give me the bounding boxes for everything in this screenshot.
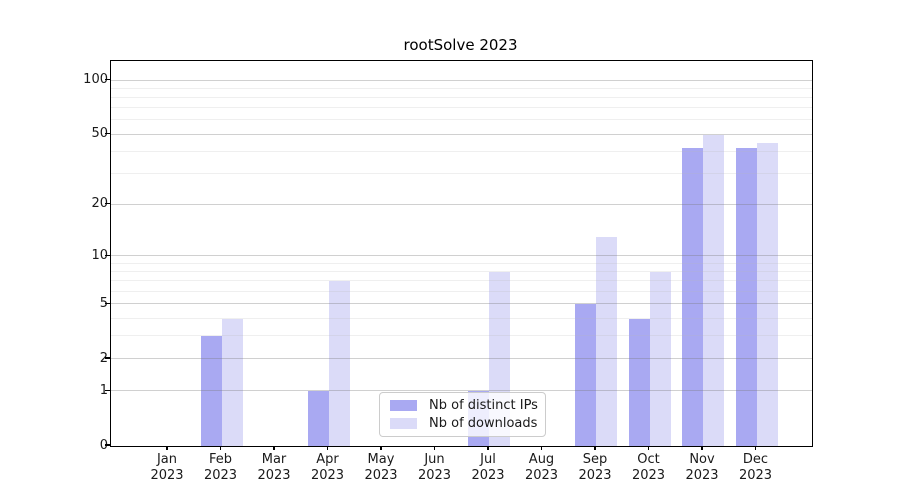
gridline bbox=[111, 133, 812, 135]
bar-distinct-ips-dec-2023 bbox=[735, 148, 757, 446]
gridline bbox=[111, 79, 812, 81]
bar-downloads-sep-2023 bbox=[596, 237, 617, 446]
y-tick-label: 5 bbox=[99, 295, 108, 311]
bar-distinct-ips-sep-2023 bbox=[575, 304, 596, 446]
x-tick-mark bbox=[166, 445, 168, 450]
y-tick-label: 20 bbox=[91, 196, 108, 212]
y-tick-label: 2 bbox=[99, 350, 108, 366]
gridline bbox=[111, 303, 812, 305]
gridline bbox=[111, 390, 812, 392]
y-tick-mark bbox=[105, 302, 110, 304]
y-tick-mark bbox=[105, 357, 110, 359]
x-tick-label: Jan 2023 bbox=[150, 452, 184, 483]
bar-downloads-feb-2023 bbox=[221, 318, 243, 446]
x-tick-label: Aug 2023 bbox=[524, 452, 559, 483]
x-tick-mark bbox=[647, 445, 650, 450]
x-tick-mark bbox=[326, 445, 329, 450]
y-tick-mark bbox=[105, 133, 110, 135]
x-tick-mark bbox=[754, 445, 757, 450]
gridline bbox=[111, 317, 812, 319]
x-tick-mark bbox=[701, 445, 703, 450]
x-tick-label: Jul 2023 bbox=[471, 452, 505, 483]
y-tick-mark bbox=[105, 78, 110, 81]
x-tick-mark bbox=[487, 445, 489, 450]
gridline bbox=[111, 119, 812, 121]
x-tick-label: Apr 2023 bbox=[310, 452, 345, 483]
x-tick-label: Dec 2023 bbox=[738, 452, 773, 483]
gridline bbox=[111, 271, 812, 272]
gridline bbox=[111, 255, 812, 257]
gridline bbox=[111, 262, 812, 264]
chart-title: rootSolve 2023 bbox=[403, 36, 518, 54]
x-tick-label: Nov 2023 bbox=[685, 452, 719, 483]
bar-downloads-apr-2023 bbox=[328, 281, 350, 446]
x-tick-mark bbox=[380, 445, 382, 450]
gridline bbox=[111, 150, 812, 152]
y-tick-mark bbox=[105, 254, 110, 256]
plot-area bbox=[110, 60, 813, 447]
gridline bbox=[111, 290, 812, 292]
gridline bbox=[111, 203, 812, 205]
x-tick-mark bbox=[219, 445, 222, 450]
x-tick-mark bbox=[433, 445, 436, 450]
bar-distinct-ips-feb-2023 bbox=[200, 336, 222, 446]
gridline bbox=[111, 173, 812, 174]
legend-label: Nb of distinct IPs bbox=[429, 398, 538, 413]
downloads-swatch-icon bbox=[390, 418, 417, 429]
gridline bbox=[111, 107, 812, 109]
y-tick-label: 50 bbox=[91, 126, 108, 142]
x-tick-label: Jun 2023 bbox=[417, 452, 452, 483]
x-tick-mark bbox=[273, 445, 275, 450]
x-tick-label: Mar 2023 bbox=[257, 452, 291, 483]
x-tick-label: Oct 2023 bbox=[631, 452, 666, 483]
gridline bbox=[111, 87, 812, 89]
y-tick-mark bbox=[105, 444, 110, 446]
legend: Nb of distinct IPs Nb of downloads bbox=[379, 392, 546, 437]
legend-item-downloads: Nb of downloads bbox=[390, 416, 538, 431]
x-tick-label: Feb 2023 bbox=[203, 452, 238, 483]
y-tick-mark bbox=[105, 203, 110, 205]
gridline bbox=[111, 335, 812, 337]
bar-distinct-ips-nov-2023 bbox=[682, 148, 703, 446]
x-tick-mark bbox=[594, 445, 596, 450]
y-tick-label: 1 bbox=[99, 382, 108, 398]
gridline bbox=[111, 358, 812, 359]
x-tick-label: Sep 2023 bbox=[578, 452, 612, 483]
bar-distinct-ips-apr-2023 bbox=[307, 391, 329, 446]
bar-distinct-ips-oct-2023 bbox=[628, 318, 650, 446]
y-tick-mark bbox=[105, 389, 110, 391]
y-tick-label: 10 bbox=[91, 247, 108, 263]
legend-item-distinct-ips: Nb of distinct IPs bbox=[390, 398, 538, 413]
bar-downloads-dec-2023 bbox=[756, 142, 778, 446]
x-tick-label: May 2023 bbox=[364, 452, 398, 483]
bar-downloads-nov-2023 bbox=[703, 134, 724, 446]
distinct-ips-swatch-icon bbox=[390, 400, 417, 411]
y-tick-label: 0 bbox=[99, 437, 108, 453]
gridline bbox=[111, 97, 812, 98]
y-tick-label: 100 bbox=[83, 72, 108, 87]
gridline bbox=[111, 280, 812, 282]
x-tick-mark bbox=[540, 445, 543, 450]
bar-downloads-oct-2023 bbox=[649, 272, 671, 446]
legend-label: Nb of downloads bbox=[429, 416, 538, 431]
